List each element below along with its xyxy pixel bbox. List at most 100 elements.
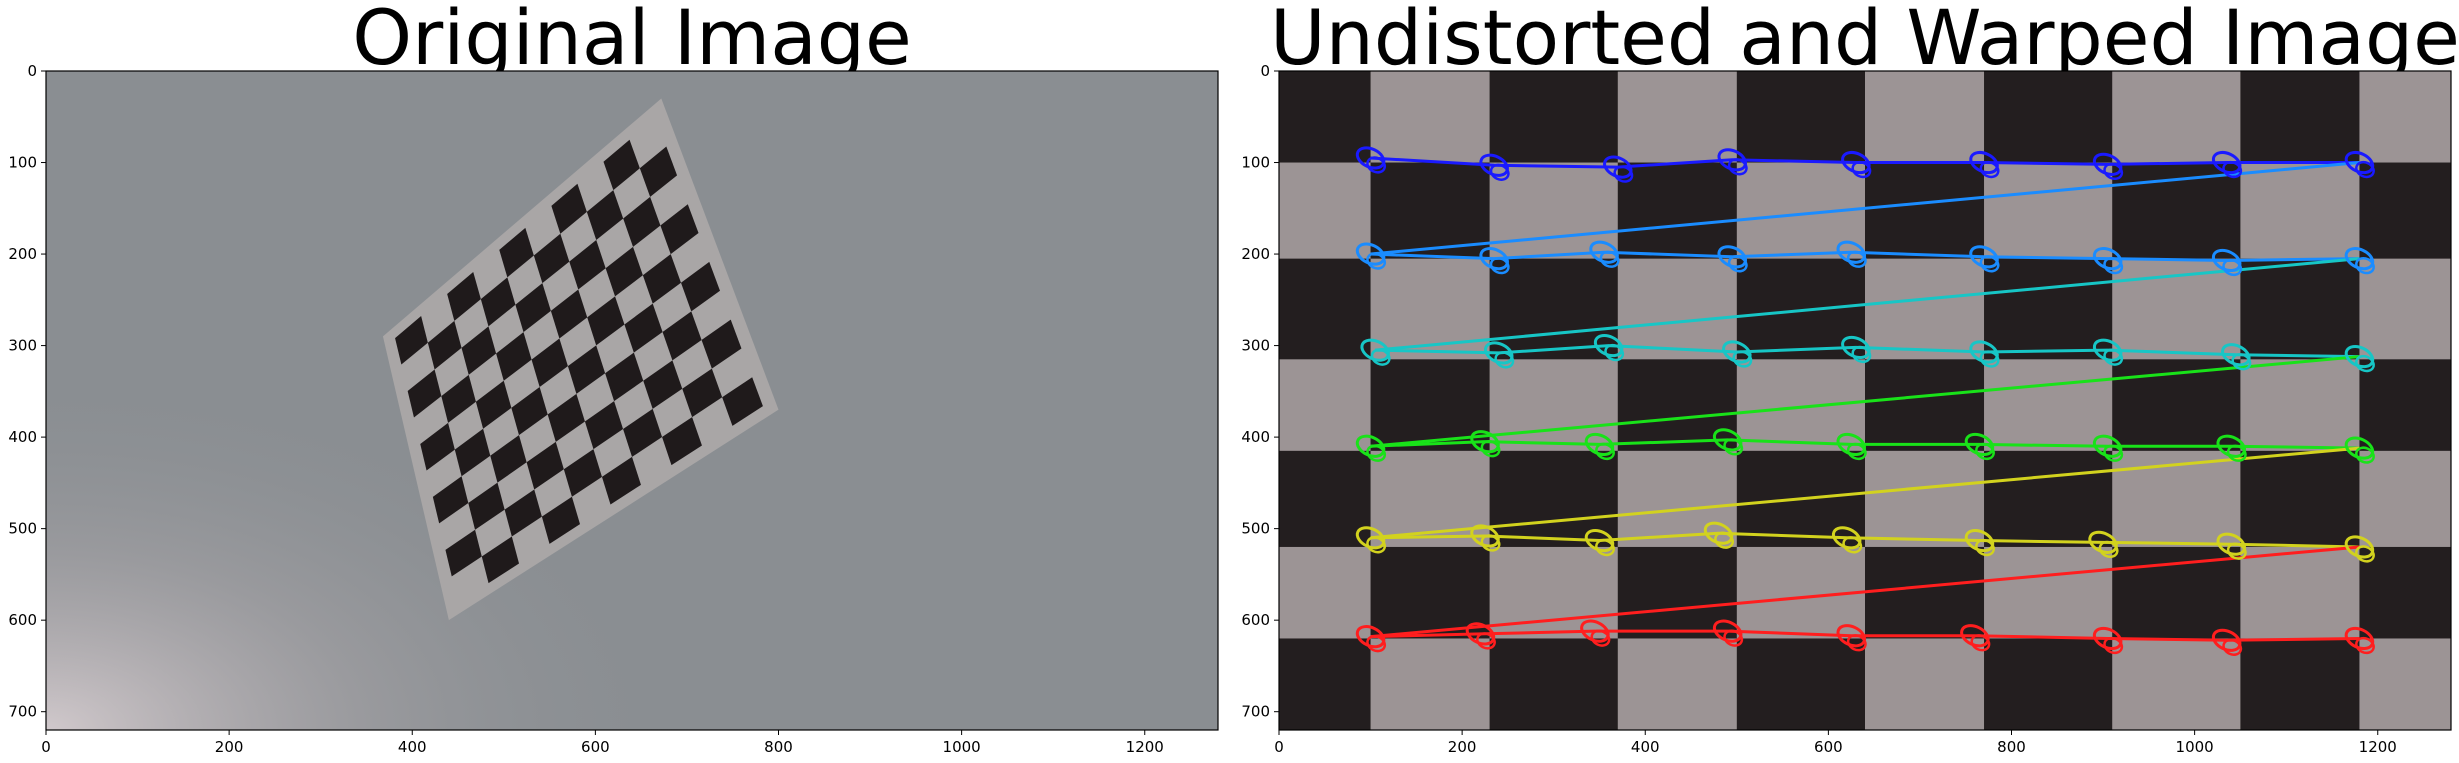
corner-marker [1841,150,1872,179]
checker-square [531,338,568,388]
y-tick-label: 100 [8,154,37,172]
checker-cell [2240,71,2360,164]
corner-marker [1584,528,1615,557]
corner-marker [1589,240,1620,268]
detected-corners [1355,146,2375,656]
checker-square [499,227,534,278]
corner-marker [2092,152,2124,181]
x-tick-label: 0 [41,738,51,756]
corner-marker [1969,150,2000,179]
checker-cell [1865,450,1985,548]
checker-cell [1984,638,2113,730]
checker-square [601,456,641,505]
corner-marker [1584,432,1615,461]
checker-square [701,319,742,369]
x-tick-label: 600 [1814,738,1843,756]
corner-marker [2344,247,2375,275]
checker-square [445,529,482,577]
corner-marker [1470,524,1501,552]
checker-square [526,441,564,490]
checker-cell [1370,638,1491,730]
corner-marker [1360,338,1391,366]
corner-marker [1836,240,1867,268]
corner-row-connector [1370,355,2360,448]
warped-image-axis-ticks: 0 200 400 600 800 1000 1200 0 100 200 300 400 500 600… [1241,62,2396,756]
checker-square [623,408,663,457]
corner-marker [2211,150,2243,179]
y-tick-label: 100 [1241,154,1270,172]
checker-square [680,261,720,312]
warped-image-panel: Undistorted and Warped Image 0 200 400 600 8… [1241,0,2459,756]
corner-row-connector [1375,257,2360,352]
checker-cell [2240,359,2360,452]
checker-square [407,369,442,418]
checker-cell [2359,359,2451,452]
checker-cell [1984,71,2113,164]
checker-square [605,246,643,297]
corner-marker [2344,436,2375,464]
corner-marker [2092,626,2124,655]
y-tick-label: 700 [8,703,37,721]
checker-square [447,271,481,321]
checker-square [454,428,491,477]
checker-cell [1279,71,1372,164]
checker-cell [1617,359,1738,452]
checker-square [660,204,699,255]
checker-cell [2112,638,2241,730]
corner-marker [1355,526,1387,554]
corner-marker [2211,628,2243,656]
y-tick-label: 300 [8,337,37,355]
corner-marker [2344,626,2375,655]
checker-square [427,320,462,370]
checker-cell [2240,546,2360,639]
checker-cell [1279,258,1372,360]
warped-image-title: Undistorted and Warped Image [1270,0,2459,82]
checker-cell [1736,71,1866,164]
x-tick-label: 1200 [1126,738,1164,756]
corner-marker [1470,430,1501,458]
checker-square [623,196,661,247]
x-tick-label: 800 [1997,738,2026,756]
corner-marker [1841,335,1872,364]
checker-square [624,303,663,353]
corner-marker [1969,340,2000,368]
checker-square [586,190,624,241]
y-tick-label: 300 [1241,337,1270,355]
checker-square [550,289,588,339]
checker-square [441,374,476,423]
checker-square [461,326,497,375]
checker-cell [1984,258,2113,360]
x-tick-label: 200 [215,738,244,756]
corner-marker [1722,340,1753,368]
checker-cell [2359,546,2451,639]
checker-cell [1489,162,1619,260]
checker-cell [1736,359,1866,452]
checker-square [468,482,505,530]
x-tick-label: 1200 [2359,738,2397,756]
x-tick-label: 600 [581,738,610,756]
checker-cell [1370,162,1491,260]
checker-square [395,316,428,365]
corner-marker [1836,624,1867,652]
checker-cell [2240,450,2360,548]
corner-marker [1603,155,1634,183]
checker-cell [1617,258,1738,360]
corner-marker [2216,434,2247,462]
original-image-frame [45,70,1219,731]
checker-square [682,368,723,418]
checker-square [481,536,520,584]
checkerboard-warped [1279,71,2451,730]
checker-square [643,360,683,409]
y-tick-label: 0 [1260,62,1270,80]
checker-square [515,283,551,333]
checker-cell [2112,162,2241,260]
checker-square [432,476,469,524]
corner-marker [1717,245,1748,273]
y-tick-label: 500 [8,520,37,538]
checker-cell [1984,450,2113,548]
checker-square [420,422,455,471]
corner-marker [2092,434,2124,462]
checker-cell [1370,71,1491,164]
x-tick-label: 400 [398,738,427,756]
